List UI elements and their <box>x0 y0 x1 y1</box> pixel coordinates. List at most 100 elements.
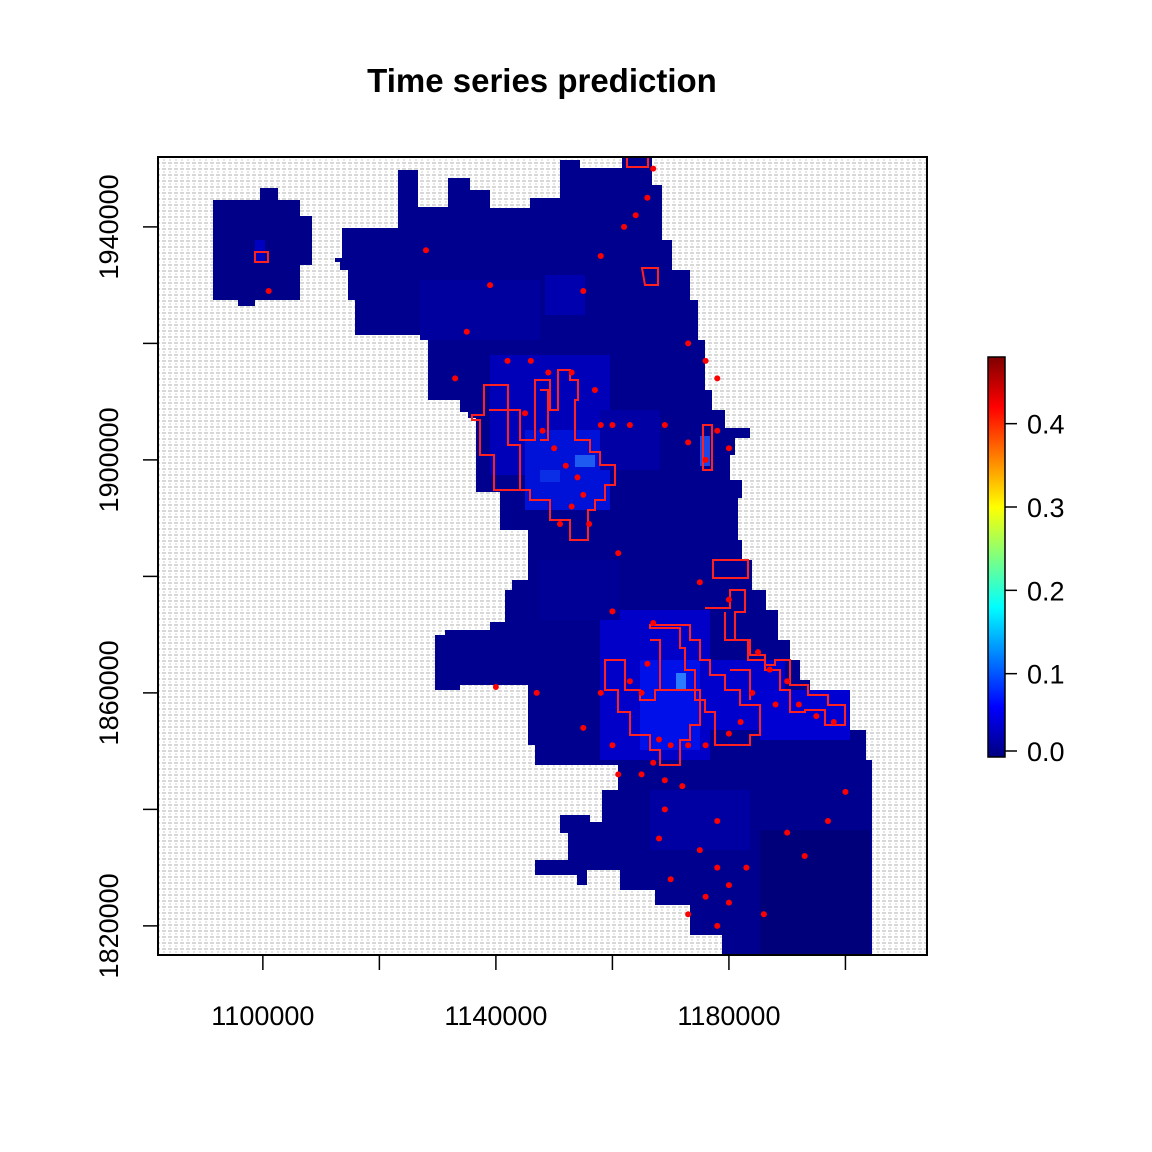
incident-point <box>656 736 663 743</box>
colorbar: 0.0 0.1 0.2 0.3 0.4 <box>987 356 1065 767</box>
incident-point <box>714 375 721 382</box>
hotspot-outline <box>730 669 751 700</box>
incident-point <box>661 806 668 813</box>
colorbar-tick-label: 0.3 <box>1027 493 1065 523</box>
incident-point <box>702 456 709 463</box>
hotspot-outline <box>540 389 549 441</box>
incident-point <box>743 864 750 871</box>
incident-point <box>638 689 645 696</box>
y-tick-label: 1860000 <box>94 640 124 745</box>
city-area <box>213 158 872 955</box>
incident-point <box>580 724 587 731</box>
incident-point <box>661 421 668 428</box>
incident-points <box>265 165 849 929</box>
incident-point <box>760 911 767 918</box>
incident-point <box>609 742 616 749</box>
incident-point <box>580 491 587 498</box>
incident-point <box>795 701 802 708</box>
colorbar-tick-label: 0.0 <box>1027 737 1065 767</box>
incident-point <box>580 287 587 294</box>
city-shade <box>760 690 850 740</box>
incident-point <box>522 410 529 417</box>
incident-point <box>586 520 593 527</box>
incident-point <box>551 445 558 452</box>
incident-point <box>702 893 709 900</box>
incident-point <box>696 579 703 586</box>
city-shade <box>545 275 585 315</box>
incident-point <box>626 421 633 428</box>
hotspot-outline <box>254 251 269 263</box>
incident-point <box>621 223 628 230</box>
incident-point <box>504 357 511 364</box>
incident-point <box>644 660 651 667</box>
incident-point <box>574 474 581 481</box>
city-shade <box>525 430 610 510</box>
colorbar-tick-label: 0.2 <box>1027 576 1065 606</box>
x-tick-label: 1100000 <box>211 1001 314 1031</box>
incident-point <box>597 253 604 260</box>
city-shade <box>540 470 560 482</box>
hotspot-outline <box>702 424 713 471</box>
y-tick-label: 1900000 <box>94 407 124 512</box>
y-axis: 1820000 1860000 1900000 1940000 <box>94 174 158 978</box>
hotspot-outline <box>650 639 661 690</box>
incident-point <box>568 503 575 510</box>
incident-point <box>591 386 598 393</box>
incident-point <box>801 852 808 859</box>
city-shade <box>600 410 660 470</box>
incident-point <box>650 759 657 766</box>
hotspot-outlines <box>254 157 846 766</box>
x-tick-label: 1180000 <box>677 1001 780 1031</box>
hotspot-outline <box>604 659 701 766</box>
plot-frame <box>157 156 928 956</box>
hotspot-outline <box>471 369 616 541</box>
incident-point <box>638 771 645 778</box>
incident-point <box>539 427 546 434</box>
incident-point <box>667 876 674 883</box>
incident-point <box>772 701 779 708</box>
incident-point <box>725 899 732 906</box>
incident-point <box>463 328 470 335</box>
hotspot-outline <box>626 157 649 168</box>
incident-point <box>661 777 668 784</box>
incident-point <box>679 783 686 790</box>
incident-point <box>685 911 692 918</box>
incident-point <box>737 719 744 726</box>
incident-point <box>685 742 692 749</box>
x-tick-label: 1140000 <box>444 1001 547 1031</box>
incident-point <box>615 550 622 557</box>
hotspot-outline <box>489 409 521 490</box>
incident-point <box>650 619 657 626</box>
incident-point <box>824 818 831 825</box>
hotspot-outline <box>649 624 761 746</box>
incident-point <box>714 818 721 825</box>
y-tick-label: 1940000 <box>94 174 124 279</box>
incident-point <box>597 421 604 428</box>
incident-point <box>452 375 459 382</box>
hotspot-outline <box>712 559 749 579</box>
city-shade <box>760 830 870 955</box>
incident-point <box>597 689 604 696</box>
incident-point <box>265 287 272 294</box>
incident-point <box>422 247 429 254</box>
incident-point <box>609 608 616 615</box>
colorbar-tick-label: 0.4 <box>1027 410 1065 440</box>
incident-point <box>650 165 657 172</box>
incident-point <box>714 922 721 929</box>
chart-title: Time series prediction <box>367 62 717 99</box>
y-tick-label: 1820000 <box>94 873 124 978</box>
city-shade <box>700 436 710 466</box>
incident-point <box>568 369 575 376</box>
incident-point <box>842 788 849 795</box>
incident-point <box>725 882 732 889</box>
incident-point <box>609 421 616 428</box>
incident-point <box>644 194 651 201</box>
hotspot-outline <box>640 267 659 286</box>
city-shade <box>676 673 686 691</box>
hotspot-outline <box>705 589 846 726</box>
incident-point <box>725 445 732 452</box>
incident-point <box>725 730 732 737</box>
city-shade <box>650 790 750 850</box>
incident-point <box>725 596 732 603</box>
